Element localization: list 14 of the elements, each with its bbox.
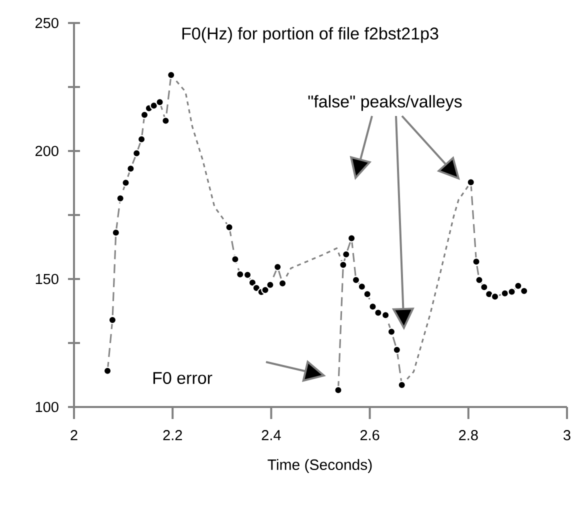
x-tick-label: 2 (70, 430, 78, 440)
y-tick-label: 100 (36, 402, 58, 412)
x-axis-title: Time (Seconds) (268, 459, 372, 473)
x-tick-label: 2.8 (459, 430, 478, 440)
x-tick-label: 2.2 (163, 430, 182, 440)
y-tick-label: 150 (36, 274, 58, 284)
x-tick-label: 2.4 (262, 430, 281, 440)
chart-title: F0(Hz) for portion of file f2bst21p3 (182, 27, 438, 43)
annotation: "false" peaks/valleys (308, 95, 462, 111)
annotation: F0 error (153, 372, 212, 384)
x-tick-label: 3 (564, 430, 570, 440)
y-tick-label: 250 (36, 18, 58, 28)
x-tick-label: 2.6 (360, 430, 380, 440)
y-tick-label: 200 (36, 146, 58, 156)
